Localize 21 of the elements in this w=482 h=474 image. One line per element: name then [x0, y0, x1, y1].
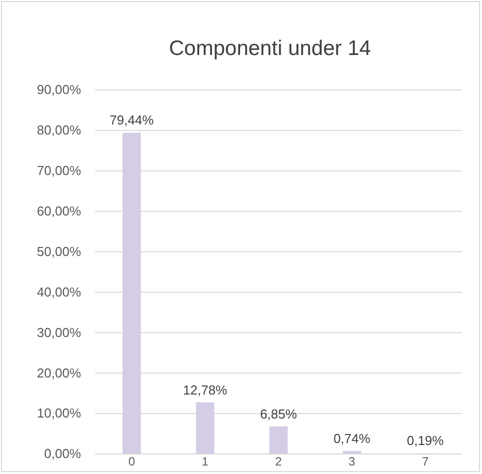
x-tick-label: 7 [422, 454, 429, 469]
y-tick-label: 20,00% [36, 365, 82, 380]
y-tick-label: 10,00% [36, 406, 82, 421]
x-tick-label: 0 [128, 454, 136, 469]
y-tick-label: 70,00% [36, 163, 82, 178]
data-label: 0,19% [406, 433, 444, 448]
y-tick-label: 50,00% [36, 244, 82, 259]
y-tick-label: 30,00% [36, 324, 82, 340]
data-label: 79,44% [110, 112, 154, 128]
y-tick-label: 60,00% [36, 203, 82, 218]
data-label: 12,78% [183, 382, 228, 398]
chart-title: Componenti under 14 [169, 37, 372, 60]
x-tick-label: 3 [348, 454, 356, 469]
data-label: 6,85% [260, 406, 298, 422]
x-tick-label: 1 [202, 454, 209, 469]
data-label: 0,74% [333, 431, 371, 446]
y-tick-label: 0,00% [44, 446, 82, 462]
y-tick-label: 80,00% [36, 122, 82, 138]
x-tick-label: 2 [275, 454, 282, 469]
y-tick-label: 40,00% [36, 284, 82, 300]
y-tick-label: 90,00% [36, 82, 82, 98]
